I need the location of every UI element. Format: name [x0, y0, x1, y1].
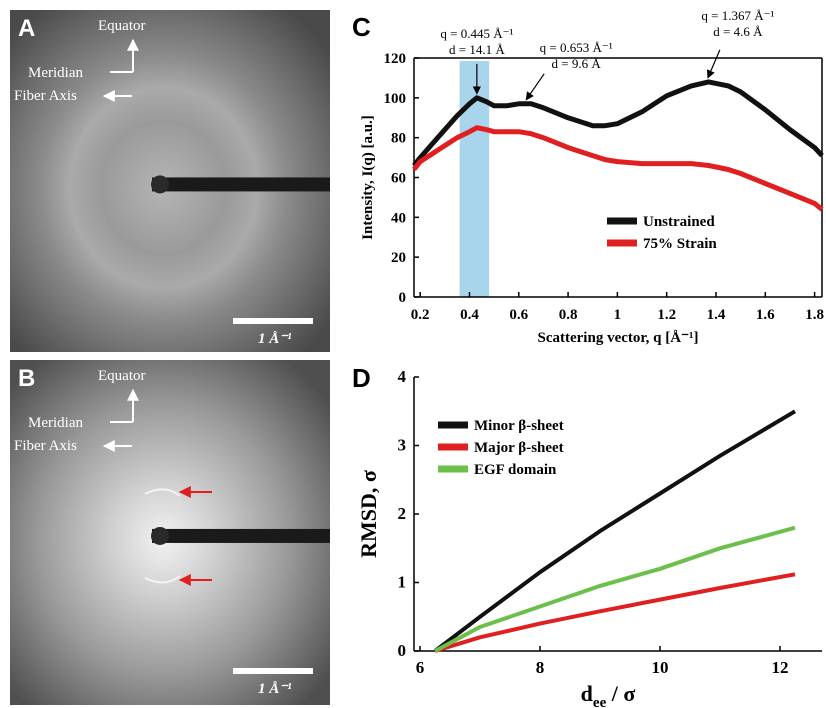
panel-label: D [352, 363, 371, 393]
annotation-arrow [525, 73, 545, 101]
x-axis-label-part: / σ [606, 681, 635, 706]
arc [144, 488, 181, 497]
panel-label: A [18, 15, 35, 42]
legend-label: Major β-sheet [474, 440, 564, 456]
y-tick-label: 3 [398, 436, 407, 455]
x-tick-label: 10 [652, 658, 669, 677]
y-tick-label: 0 [398, 641, 407, 660]
beam-stop [152, 177, 330, 192]
arc [144, 575, 181, 584]
y-tick-label: 100 [384, 91, 407, 107]
series-line [412, 125, 824, 212]
beam-center [151, 175, 169, 194]
x-tick-label: 8 [536, 658, 545, 677]
meridian-label: Meridian [28, 65, 83, 81]
series-line [434, 572, 796, 653]
y-tick-label: 2 [398, 504, 407, 523]
annotation: d = 14.1 Å [449, 42, 505, 57]
x-tick-label: 1.2 [657, 307, 676, 323]
x-tick-label: 0.6 [509, 307, 528, 323]
y-tick-label: 120 [384, 51, 407, 67]
legend-label: 75% Strain [643, 236, 717, 252]
scale-label: 1 Å⁻¹ [258, 681, 292, 697]
x-axis-label-part: d [581, 681, 593, 706]
x-axis-label: dee / σ [581, 681, 636, 708]
legend-label: Minor β-sheet [474, 418, 564, 434]
x-tick-label: 12 [772, 658, 789, 677]
fiber-axis-label: Fiber Axis [14, 88, 77, 104]
highlight-band [459, 61, 490, 297]
x-axis-label-part: ee [593, 695, 607, 708]
annotation: d = 9.6 Å [552, 56, 602, 71]
x-tick-label: 0.8 [559, 307, 578, 323]
beam-stop [152, 528, 330, 543]
y-tick-label: 80 [391, 131, 406, 147]
meridian-label: Meridian [28, 415, 83, 431]
x-tick-label: 6 [416, 658, 425, 677]
scale-bar [233, 318, 313, 324]
y-tick-label: 4 [398, 367, 407, 386]
legend-label: Unstrained [643, 214, 715, 230]
series-line [434, 525, 796, 653]
panel-label: C [352, 12, 371, 42]
x-axis-label: Scattering vector, q [Å⁻¹] [538, 330, 699, 346]
equator-label: Equator [98, 18, 145, 34]
legend-label: EGF domain [474, 462, 557, 478]
equator-label: Equator [98, 368, 145, 384]
beam-center [151, 526, 169, 545]
y-axis-label: RMSD, σ [356, 470, 381, 558]
y-tick-label: 20 [391, 250, 406, 266]
y-tick-label: 0 [399, 290, 407, 306]
panel-label: B [18, 365, 35, 392]
series-line [433, 409, 797, 653]
annotation-arrow [706, 49, 721, 79]
x-tick-label: 1.8 [805, 307, 824, 323]
annotation: d = 4.6 Å [713, 24, 763, 39]
diffraction-images: A Equator Meridian Fiber Axis 1 Å⁻¹ B Equator M… [10, 10, 330, 705]
y-axis-label: Intensity, I(q) [a.u.] [360, 115, 376, 240]
x-tick-label: 1.6 [756, 307, 775, 323]
annotation: q = 0.653 Å⁻¹ [540, 40, 613, 55]
x-tick-label: 1 [614, 307, 622, 323]
annotation: q = 1.367 Å⁻¹ [701, 8, 774, 23]
x-tick-label: 0.2 [411, 307, 430, 323]
scale-label: 1 Å⁻¹ [258, 331, 292, 347]
series-line [412, 79, 824, 168]
x-tick-label: 1.4 [707, 307, 726, 323]
fiber-axis-label: Fiber Axis [14, 438, 77, 454]
y-tick-label: 60 [391, 171, 406, 187]
scale-bar [233, 668, 313, 674]
y-tick-label: 1 [398, 573, 407, 592]
annotation: q = 0.445 Å⁻¹ [440, 26, 513, 41]
x-tick-label: 0.4 [460, 307, 479, 323]
y-tick-label: 40 [391, 210, 406, 226]
